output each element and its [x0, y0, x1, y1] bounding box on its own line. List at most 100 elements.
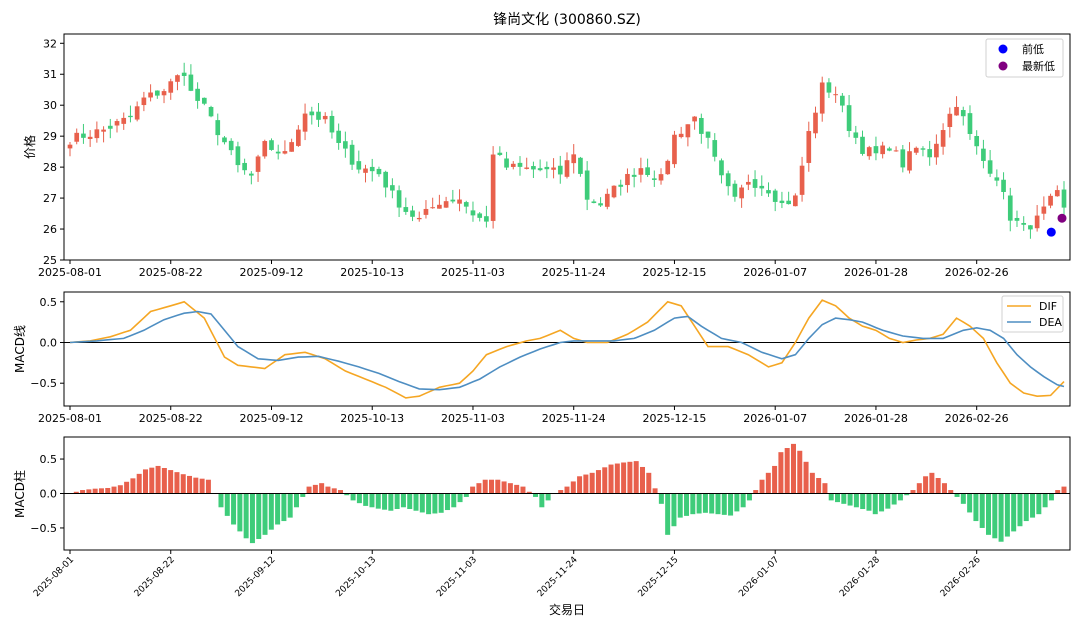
macd-bar	[136, 473, 142, 494]
candle-body	[833, 94, 838, 96]
candle-body	[813, 112, 818, 134]
macd-bar	[1048, 493, 1054, 501]
candle-body	[242, 162, 247, 171]
macd-bar	[614, 463, 620, 494]
macd-bar	[853, 493, 859, 508]
candle-body	[705, 131, 711, 138]
macd-bar	[633, 461, 639, 494]
candle-body	[195, 88, 200, 101]
macd-bar	[375, 493, 381, 509]
candle-body	[793, 195, 798, 207]
candle-body	[450, 199, 456, 202]
macd-bar	[709, 493, 715, 514]
macd-bar	[589, 472, 595, 494]
candle-body	[296, 129, 301, 146]
macd-bar	[935, 477, 941, 494]
macd-bar	[564, 486, 570, 494]
macd-bar	[526, 491, 532, 494]
macd-bar	[388, 493, 394, 511]
candle-body	[201, 97, 207, 104]
macd-bar	[558, 490, 564, 494]
candle-body	[1001, 179, 1006, 192]
candle-body	[282, 151, 288, 154]
macd-bar	[168, 470, 174, 494]
macd-bar	[281, 493, 287, 522]
macd-bar	[92, 488, 98, 494]
hist-xtick-label: 2025-08-22	[133, 555, 177, 599]
macd-bar	[772, 465, 778, 494]
macd-bar	[910, 490, 916, 494]
macd-bar	[268, 493, 274, 530]
macd-bar	[287, 493, 293, 518]
macd-bar	[595, 470, 601, 494]
price-xtick-label: 2025-10-13	[340, 266, 404, 279]
macd-bar	[778, 452, 784, 494]
macd-bar	[350, 493, 356, 501]
price-xtick-label: 2026-01-28	[844, 266, 908, 279]
candle-body	[900, 149, 906, 168]
hist-xtick-label: 2026-01-28	[838, 555, 882, 599]
macd-xtick-label: 2026-02-26	[945, 412, 1009, 425]
macd-bar	[816, 477, 822, 494]
hist-xtick-label: 2025-11-03	[435, 555, 479, 599]
macd-bar	[885, 493, 891, 509]
candle-body	[457, 199, 462, 204]
macd-bar	[419, 493, 425, 513]
candle-body	[510, 163, 516, 167]
macd-bar	[117, 485, 123, 494]
macd-bar	[400, 493, 406, 508]
macd-xtick-label: 2026-01-28	[844, 412, 908, 425]
hist-xtick-label: 2025-12-15	[637, 555, 681, 599]
macd-bar	[382, 493, 388, 510]
latest-low-legend-label: 最新低	[1022, 59, 1055, 73]
candle-body	[658, 174, 664, 181]
candle-body	[316, 111, 321, 120]
candle-body	[390, 185, 395, 191]
candle-body	[927, 149, 933, 158]
candle-body	[698, 117, 704, 134]
candle-body	[289, 142, 294, 152]
macd-bar	[155, 465, 161, 494]
macd-bar	[608, 464, 614, 494]
macd-bar	[583, 474, 589, 494]
candle-body	[309, 111, 315, 116]
macd-ytick-label: 0.0	[40, 336, 58, 349]
macd-bar	[577, 476, 583, 494]
hist-xtick-label: 2025-11-24	[536, 555, 580, 599]
macd-bar	[86, 489, 92, 494]
price-legend: 前低 最新低	[985, 38, 1064, 78]
macd-bar	[847, 493, 853, 506]
candle-body	[692, 116, 697, 122]
macd-bar	[356, 493, 362, 504]
candle-body	[235, 146, 241, 166]
macd-bar	[501, 481, 507, 494]
macd-bar	[860, 493, 866, 510]
macd-bar	[1036, 493, 1042, 515]
macd-bar	[765, 472, 771, 494]
macd-bar	[130, 478, 136, 494]
macd-legend: DIF DEA	[1001, 295, 1064, 333]
candle-body	[396, 190, 402, 208]
macd-bar	[312, 484, 318, 494]
macd-bar	[331, 488, 337, 494]
candle-body	[356, 161, 362, 170]
dea-line	[69, 310, 1065, 391]
candle-body	[866, 147, 872, 157]
macd-bar	[262, 493, 268, 535]
candle-body	[725, 173, 731, 187]
macd-bar	[1030, 493, 1036, 518]
macd-bar	[407, 493, 413, 510]
macd-bar	[665, 493, 671, 535]
macd-bar	[243, 493, 249, 539]
hist-ytick-label: −0.5	[30, 522, 57, 535]
macd-xtick-label: 2025-11-03	[441, 412, 505, 425]
candle-body	[893, 150, 899, 152]
macd-bar	[784, 448, 790, 494]
candle-body	[1034, 215, 1040, 229]
macd-bar	[1061, 486, 1067, 494]
candle-body	[719, 160, 724, 176]
candle-body	[974, 136, 980, 147]
macd-bar	[1011, 493, 1017, 532]
macd-bar	[740, 493, 746, 508]
hist-xtick-label: 2025-08-01	[32, 555, 76, 599]
